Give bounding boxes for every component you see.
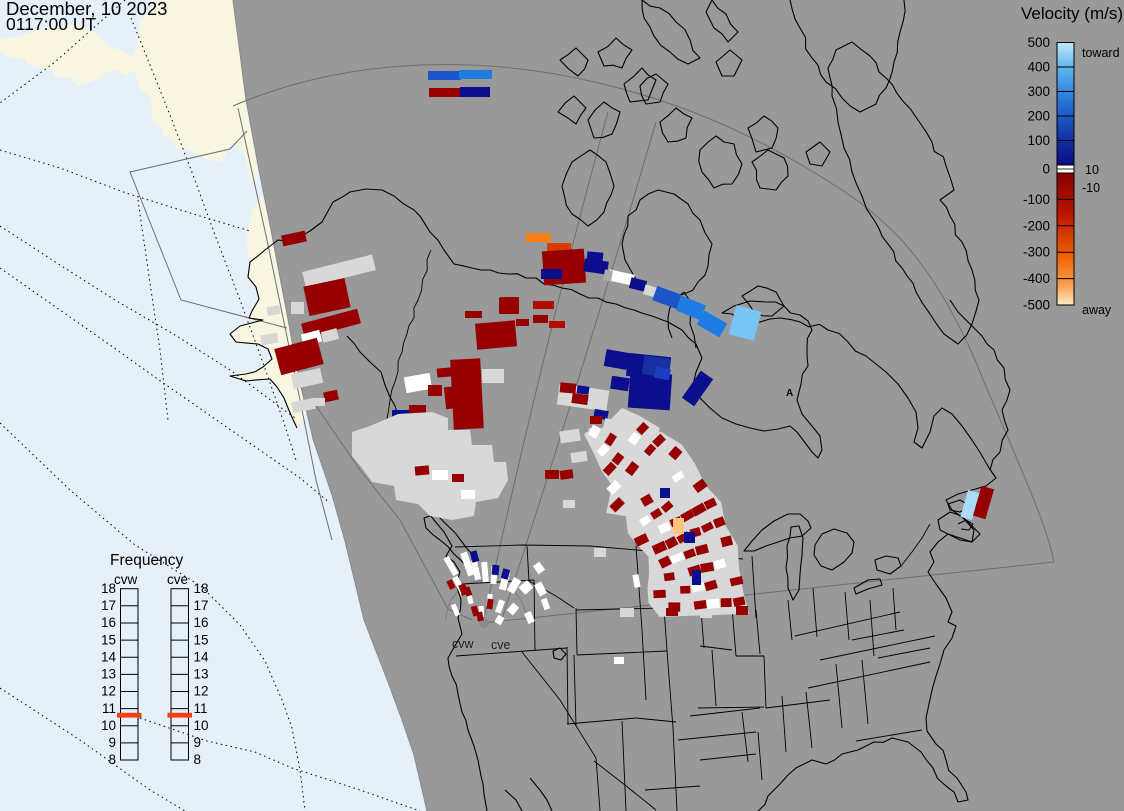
svg-text:400: 400 bbox=[1027, 60, 1050, 75]
svg-text:away: away bbox=[1082, 303, 1112, 317]
svg-text:14: 14 bbox=[101, 649, 117, 664]
svg-text:200: 200 bbox=[1027, 109, 1050, 124]
svg-text:9: 9 bbox=[194, 735, 202, 750]
svg-text:December, 10 2023: December, 10 2023 bbox=[6, 0, 167, 19]
svg-text:18: 18 bbox=[101, 581, 116, 596]
svg-text:100: 100 bbox=[1027, 133, 1050, 148]
svg-text:15: 15 bbox=[194, 632, 209, 647]
svg-text:Frequency: Frequency bbox=[110, 552, 183, 569]
svg-text:-300: -300 bbox=[1023, 245, 1050, 260]
svg-text:14: 14 bbox=[194, 649, 210, 664]
svg-text:18: 18 bbox=[194, 581, 209, 596]
svg-text:0117:00 UT: 0117:00 UT bbox=[6, 14, 96, 34]
svg-text:17: 17 bbox=[194, 598, 209, 613]
svg-text:500: 500 bbox=[1027, 35, 1050, 50]
svg-text:13: 13 bbox=[101, 667, 116, 682]
svg-text:-10: -10 bbox=[1082, 181, 1100, 195]
svg-text:-100: -100 bbox=[1023, 192, 1050, 207]
svg-text:-500: -500 bbox=[1023, 298, 1050, 313]
svg-text:9: 9 bbox=[108, 735, 116, 750]
svg-text:0: 0 bbox=[1042, 162, 1050, 177]
svg-text:16: 16 bbox=[101, 615, 116, 630]
svg-text:cve: cve bbox=[491, 638, 511, 652]
svg-text:300: 300 bbox=[1027, 84, 1050, 99]
svg-text:-400: -400 bbox=[1023, 271, 1050, 286]
svg-text:10: 10 bbox=[1085, 163, 1099, 177]
svg-text:10: 10 bbox=[101, 718, 116, 733]
svg-text:11: 11 bbox=[102, 701, 116, 716]
svg-text:13: 13 bbox=[194, 667, 209, 682]
svg-text:cvw: cvw bbox=[452, 637, 475, 651]
svg-text:15: 15 bbox=[101, 632, 116, 647]
svg-text:10: 10 bbox=[194, 718, 209, 733]
svg-text:16: 16 bbox=[194, 615, 209, 630]
svg-text:A: A bbox=[786, 388, 793, 399]
svg-text:8: 8 bbox=[108, 752, 116, 767]
svg-text:17: 17 bbox=[101, 598, 116, 613]
svg-text:12: 12 bbox=[101, 684, 116, 699]
svg-text:cvw: cvw bbox=[114, 572, 138, 587]
svg-text:11: 11 bbox=[194, 701, 208, 716]
svg-text:Velocity (m/s): Velocity (m/s) bbox=[1021, 4, 1123, 23]
svg-text:12: 12 bbox=[194, 684, 209, 699]
svg-text:-200: -200 bbox=[1023, 218, 1050, 233]
svg-text:toward: toward bbox=[1082, 46, 1120, 60]
svg-text:cve: cve bbox=[167, 572, 188, 587]
svg-text:8: 8 bbox=[194, 752, 202, 767]
